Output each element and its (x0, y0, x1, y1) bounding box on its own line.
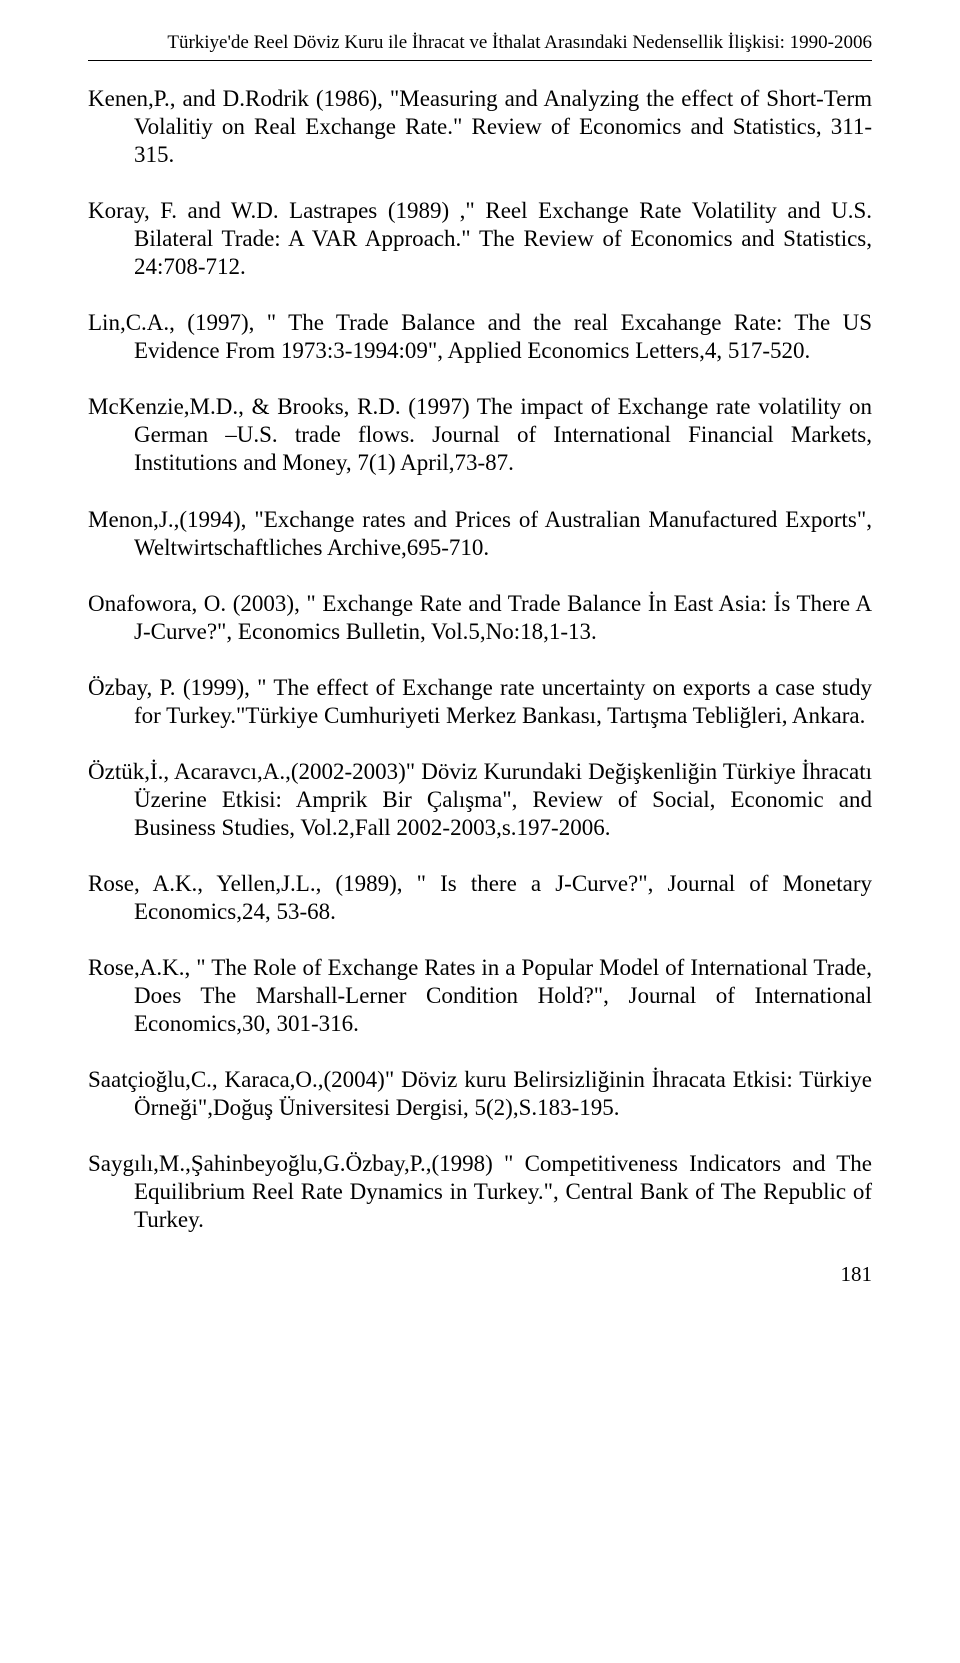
reference-entry: Saatçioğlu,C., Karaca,O.,(2004)" Döviz k… (88, 1066, 872, 1122)
reference-entry: Özbay, P. (1999), " The effect of Exchan… (88, 674, 872, 730)
reference-entry: McKenzie,M.D., & Brooks, R.D. (1997) The… (88, 393, 872, 477)
reference-entry: Lin,C.A., (1997), " The Trade Balance an… (88, 309, 872, 365)
reference-entry: Koray, F. and W.D. Lastrapes (1989) ," R… (88, 197, 872, 281)
reference-entry: Kenen,P., and D.Rodrik (1986), "Measurin… (88, 85, 872, 169)
page-container: Türkiye'de Reel Döviz Kuru ile İhracat v… (0, 0, 960, 1327)
reference-entry: Onafowora, O. (2003), " Exchange Rate an… (88, 590, 872, 646)
reference-entry: Menon,J.,(1994), "Exchange rates and Pri… (88, 506, 872, 562)
reference-entry: Öztük,İ., Acaravcı,A.,(2002-2003)" Döviz… (88, 758, 872, 842)
reference-entry: Rose, A.K., Yellen,J.L., (1989), " Is th… (88, 870, 872, 926)
reference-entry: Rose,A.K., " The Role of Exchange Rates … (88, 954, 872, 1038)
running-head: Türkiye'de Reel Döviz Kuru ile İhracat v… (88, 32, 872, 61)
reference-entry: Saygılı,M.,Şahinbeyoğlu,G.Özbay,P.,(1998… (88, 1150, 872, 1234)
page-number: 181 (88, 1262, 872, 1287)
